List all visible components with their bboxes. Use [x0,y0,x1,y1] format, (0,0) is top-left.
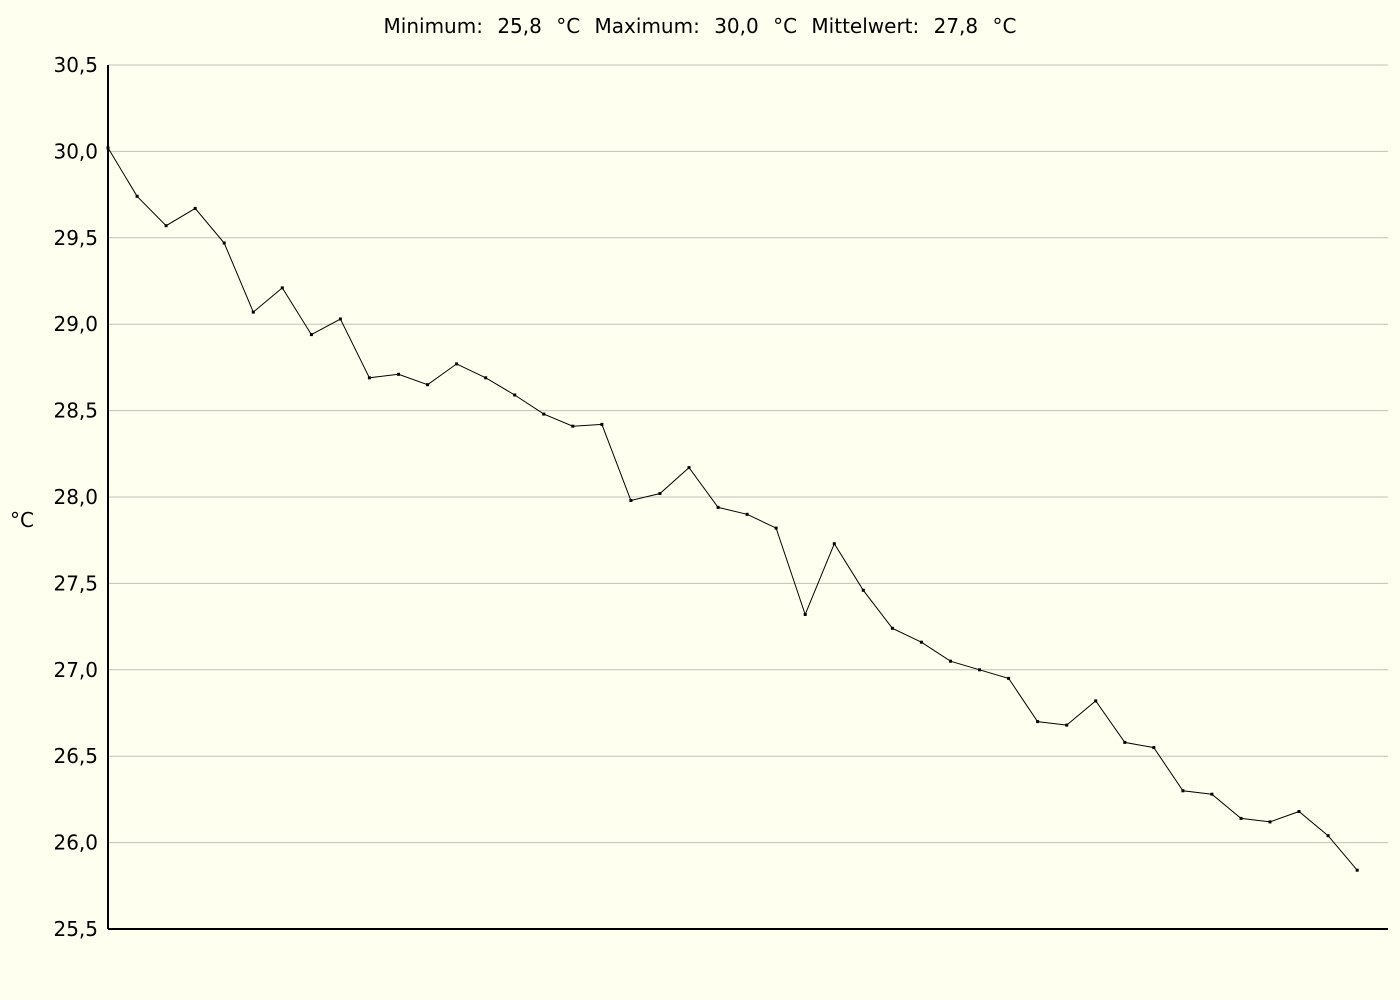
y-tick-label: 27,5 [53,571,98,595]
data-point [600,422,604,426]
y-tick-label: 30,0 [53,139,98,163]
data-point [513,393,517,397]
data-point [629,499,633,502]
data-point [426,383,430,387]
data-point [251,310,255,314]
data-point [1007,676,1011,680]
data-point [861,588,865,592]
data-point [774,526,778,530]
mean-label: Mittelwert: [811,14,919,38]
data-point [1239,816,1243,820]
y-tick-label: 29,5 [53,226,98,250]
data-point [135,194,139,198]
data-point [1123,740,1127,744]
data-point [338,317,342,321]
data-point [222,241,226,245]
data-point [978,668,981,672]
data-point [949,659,952,663]
data-point [106,146,110,150]
series-layer [107,147,1358,871]
data-points [106,146,1359,872]
y-tick-label: 27,0 [53,658,98,682]
max-unit: °C [773,14,797,38]
min-label: Minimum: [384,14,483,38]
data-point [1065,723,1069,727]
data-point [164,224,168,228]
data-point [484,376,488,380]
data-point [1268,820,1272,824]
data-point [803,613,807,616]
data-point [1094,699,1098,703]
data-point [1210,792,1214,796]
mean-value: 27,8 [934,14,979,38]
data-point [280,286,284,290]
data-point [455,362,459,366]
grid-lines [108,64,1388,844]
data-point [832,542,836,546]
data-point [1297,810,1301,813]
data-point [658,492,662,495]
data-point [919,640,923,644]
y-axis-label: °C [10,508,34,532]
data-point [571,424,575,428]
data-point [193,206,197,210]
data-point [1181,789,1185,793]
data-point [1326,834,1330,838]
data-point [309,333,313,337]
y-tick-label: 28,5 [53,399,98,423]
y-tick-label: 30,5 [53,53,98,77]
data-point [687,466,691,470]
y-tick-label: 26,0 [53,831,98,855]
mean-unit: °C [993,14,1017,38]
data-point [1355,868,1359,872]
y-tick-label: 29,0 [53,312,98,336]
series-line [107,147,1358,871]
data-point [542,412,546,416]
data-point [716,505,720,509]
stats-header: Minimum: 25,8 °C Maximum: 30,0 °C Mittel… [384,14,1017,38]
data-point [367,376,371,380]
min-unit: °C [556,14,580,38]
data-point [890,626,894,630]
min-value: 25,8 [497,14,542,38]
data-point [1152,746,1156,750]
y-tick-label: 26,5 [53,744,98,768]
data-point [1036,720,1040,724]
max-value: 30,0 [714,14,759,38]
max-label: Maximum: [595,14,700,38]
y-tick-labels: 25,5 26,0 26,5 27,0 27,5 28,0 28,5 29,0 29,5 30,0… [53,53,98,941]
y-tick-label: 25,5 [53,917,98,941]
data-point [745,512,749,516]
data-point [397,372,400,376]
y-tick-label: 28,0 [53,485,98,509]
axes [107,65,1388,930]
